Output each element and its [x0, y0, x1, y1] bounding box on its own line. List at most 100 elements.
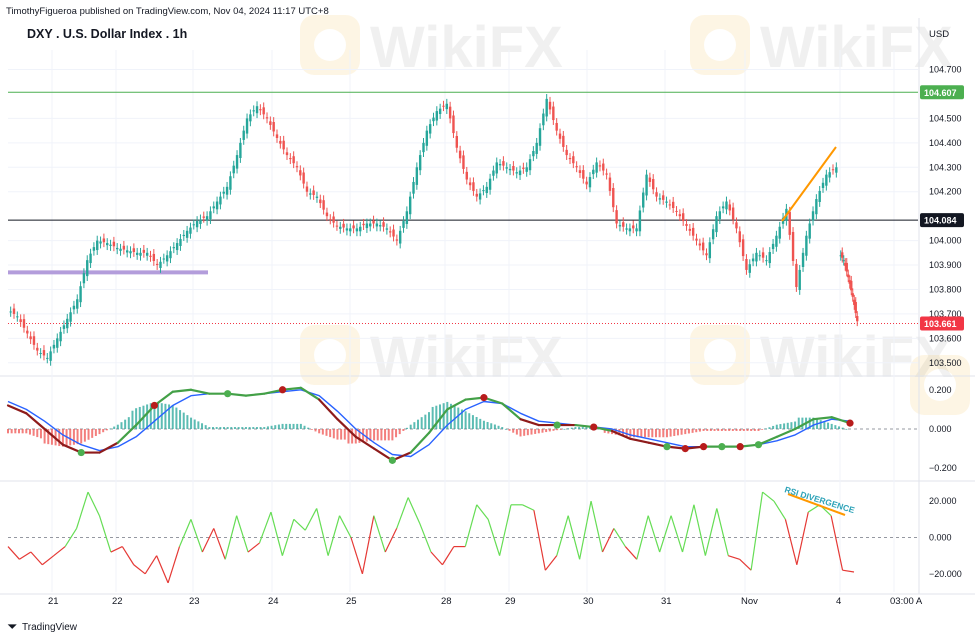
- candle[interactable]: [698, 243, 702, 246]
- candle[interactable]: [721, 206, 725, 209]
- candle[interactable]: [372, 220, 375, 224]
- candle[interactable]: [748, 264, 751, 273]
- candle[interactable]: [382, 222, 385, 227]
- candle[interactable]: [232, 165, 235, 174]
- candle[interactable]: [638, 210, 642, 232]
- candle[interactable]: [658, 198, 662, 200]
- candle[interactable]: [775, 235, 778, 247]
- candle[interactable]: [512, 165, 515, 171]
- candle[interactable]: [322, 200, 325, 210]
- candle[interactable]: [428, 124, 432, 134]
- candle[interactable]: [538, 128, 542, 146]
- candle[interactable]: [815, 199, 818, 215]
- candle[interactable]: [572, 156, 575, 164]
- candle[interactable]: [545, 98, 548, 117]
- candle[interactable]: [695, 238, 698, 241]
- candle[interactable]: [29, 336, 32, 340]
- candle[interactable]: [856, 316, 859, 322]
- candle[interactable]: [19, 319, 22, 323]
- candle[interactable]: [175, 243, 179, 251]
- macd-crossover-bearish-marker[interactable]: [736, 443, 744, 451]
- candle[interactable]: [275, 134, 279, 138]
- candle[interactable]: [325, 212, 329, 217]
- candle[interactable]: [385, 228, 389, 230]
- candle[interactable]: [622, 222, 625, 227]
- candle[interactable]: [36, 347, 39, 351]
- candle[interactable]: [199, 219, 202, 224]
- candle[interactable]: [219, 196, 222, 205]
- candle[interactable]: [662, 195, 665, 200]
- candle[interactable]: [99, 241, 102, 244]
- candle[interactable]: [765, 260, 768, 262]
- candle[interactable]: [711, 229, 715, 240]
- candle[interactable]: [751, 258, 755, 262]
- macd-pane[interactable]: [6, 386, 918, 464]
- candle[interactable]: [155, 263, 159, 266]
- candle[interactable]: [548, 101, 552, 110]
- candle[interactable]: [129, 251, 132, 254]
- candle[interactable]: [209, 211, 212, 220]
- candle[interactable]: [518, 170, 522, 176]
- candle[interactable]: [592, 169, 595, 175]
- candle[interactable]: [398, 230, 402, 244]
- candle[interactable]: [255, 106, 259, 114]
- candle[interactable]: [602, 163, 605, 171]
- candle[interactable]: [165, 255, 169, 262]
- candle[interactable]: [259, 109, 262, 111]
- candle[interactable]: [205, 216, 209, 221]
- candle[interactable]: [26, 330, 29, 334]
- candle[interactable]: [842, 260, 845, 262]
- candle[interactable]: [468, 182, 472, 186]
- candle[interactable]: [472, 182, 475, 191]
- candle[interactable]: [116, 247, 119, 250]
- candle[interactable]: [715, 216, 718, 233]
- macd-crossover-bullish-marker[interactable]: [388, 456, 396, 464]
- candle[interactable]: [475, 193, 478, 197]
- candle[interactable]: [482, 190, 485, 192]
- candle[interactable]: [522, 167, 525, 169]
- candle[interactable]: [542, 113, 545, 126]
- candle[interactable]: [508, 168, 512, 171]
- candle[interactable]: [159, 261, 162, 268]
- candle[interactable]: [455, 136, 458, 148]
- candle[interactable]: [402, 221, 405, 228]
- candle[interactable]: [172, 247, 176, 249]
- candle[interactable]: [495, 162, 498, 174]
- candle[interactable]: [791, 231, 795, 261]
- candle[interactable]: [362, 223, 365, 226]
- candle[interactable]: [835, 167, 838, 173]
- candle[interactable]: [12, 308, 16, 314]
- candle[interactable]: [678, 214, 682, 217]
- candle[interactable]: [202, 216, 205, 218]
- candle[interactable]: [448, 106, 452, 119]
- candle[interactable]: [515, 172, 518, 174]
- candle[interactable]: [605, 173, 608, 175]
- candle[interactable]: [645, 174, 648, 196]
- candle[interactable]: [525, 167, 528, 172]
- candle[interactable]: [345, 228, 349, 231]
- candle[interactable]: [555, 122, 558, 131]
- macd-crossover-bullish-marker[interactable]: [77, 448, 85, 457]
- candle[interactable]: [69, 312, 72, 322]
- candle[interactable]: [725, 201, 728, 210]
- candle[interactable]: [788, 211, 791, 235]
- candle[interactable]: [452, 115, 455, 134]
- candle[interactable]: [652, 179, 655, 190]
- candle[interactable]: [235, 155, 239, 169]
- candle[interactable]: [315, 196, 319, 198]
- candle[interactable]: [262, 107, 265, 115]
- candle[interactable]: [628, 228, 632, 232]
- candle[interactable]: [608, 177, 612, 191]
- candle[interactable]: [745, 259, 748, 270]
- candle[interactable]: [432, 117, 435, 122]
- candle[interactable]: [169, 251, 172, 259]
- candle[interactable]: [425, 130, 429, 146]
- candle[interactable]: [112, 241, 116, 247]
- candle[interactable]: [46, 357, 49, 359]
- candle[interactable]: [701, 242, 705, 251]
- candle[interactable]: [319, 199, 322, 204]
- tradingview-brand[interactable]: ⏷ TradingView: [7, 621, 78, 633]
- candle[interactable]: [162, 258, 166, 260]
- candle[interactable]: [302, 172, 305, 184]
- candle[interactable]: [655, 192, 658, 197]
